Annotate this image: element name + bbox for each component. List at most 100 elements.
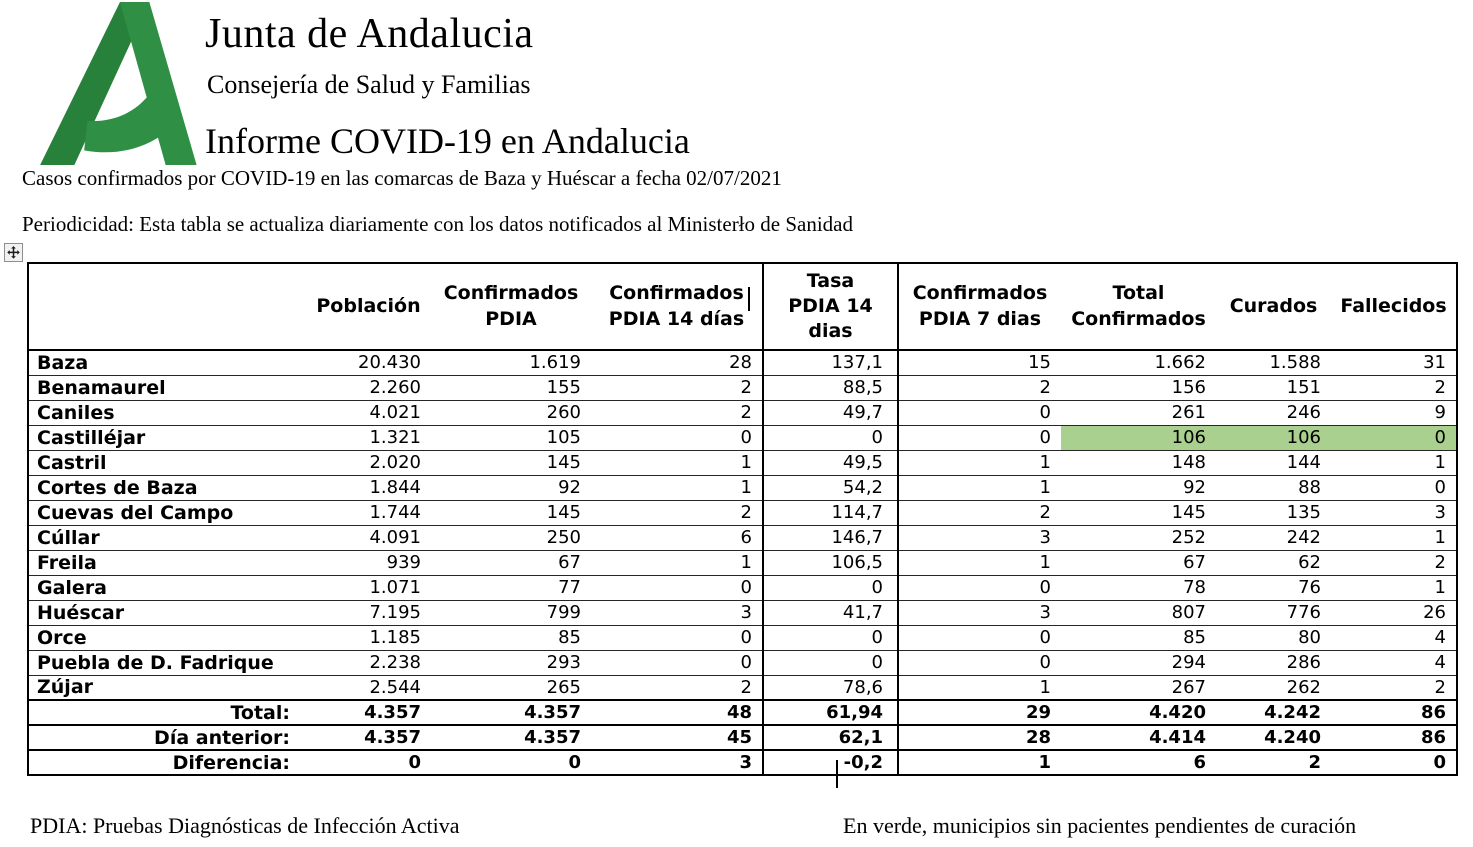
municipality-cell: Puebla de D. Fadrique <box>28 649 306 675</box>
column-header: Confirmados PDIA 7 dias <box>898 263 1061 351</box>
text-cursor <box>748 287 750 311</box>
value-cell: 1.744 <box>306 499 431 525</box>
column-header: Confirmados PDIA 14 días <box>591 263 763 351</box>
municipality-cell: Cuevas del Campo <box>28 499 306 525</box>
value-cell: 4.357 <box>306 724 431 750</box>
value-cell: 92 <box>431 474 591 500</box>
value-cell: 1 <box>1331 574 1457 600</box>
value-cell: -0,2 <box>762 749 899 775</box>
periodicity-note: Periodicidad: Esta tabla se actualiza di… <box>22 212 853 236</box>
value-cell: 92 <box>1061 474 1216 500</box>
logo-a-icon <box>40 2 197 165</box>
value-cell: 261 <box>1061 399 1216 425</box>
value-cell: 293 <box>431 649 591 675</box>
table-row: Cúllar 4.091 250 6 146,7 3 252 242 1 <box>28 524 1457 550</box>
green-footnote: En verde, municipios sin pacientes pendi… <box>843 813 1357 838</box>
table-row: Diferencia: 0 0 3 -0,2 1 6 2 0 <box>28 749 1457 775</box>
municipality-cell: Baza <box>28 349 306 375</box>
value-cell: 144 <box>1216 449 1331 475</box>
value-cell: 31 <box>1331 349 1457 375</box>
value-cell: 145 <box>431 499 591 525</box>
value-cell: 49,7 <box>762 399 899 425</box>
value-cell: 0 <box>762 624 899 650</box>
value-cell: 148 <box>1061 449 1216 475</box>
value-cell: 4.242 <box>1216 699 1331 725</box>
value-cell: 4 <box>1331 649 1457 675</box>
value-cell: 48 <box>591 699 763 725</box>
municipality-cell: Zújar <box>28 674 306 700</box>
value-cell: 1.321 <box>306 424 431 450</box>
table-row: Zújar 2.544 265 2 78,6 1 267 262 2 <box>28 674 1457 700</box>
value-cell: 28 <box>591 349 763 375</box>
table-row: Huéscar 7.195 799 3 41,7 3 807 776 26 <box>28 599 1457 625</box>
value-cell: 2.544 <box>306 674 431 700</box>
column-header: Población <box>306 263 431 351</box>
value-cell: 67 <box>1061 549 1216 575</box>
column-header: Total Confirmados <box>1061 263 1216 351</box>
value-cell: 3 <box>898 524 1061 550</box>
value-cell: 2 <box>1331 674 1457 700</box>
value-cell: 114,7 <box>762 499 899 525</box>
table-row: Orce 1.185 85 0 0 0 85 80 4 <box>28 624 1457 650</box>
value-cell: 88 <box>1216 474 1331 500</box>
value-cell: 0 <box>898 574 1061 600</box>
table-row: Cuevas del Campo 1.744 145 2 114,7 2 145 135 3 <box>28 499 1457 525</box>
municipality-cell: Benamaurel <box>28 374 306 400</box>
value-cell: 2.020 <box>306 449 431 475</box>
value-cell: 2 <box>898 374 1061 400</box>
value-cell: 260 <box>431 399 591 425</box>
value-cell: 1 <box>1331 524 1457 550</box>
value-cell: 106,5 <box>762 549 899 575</box>
value-cell: 67 <box>431 549 591 575</box>
report-title: Informe COVID-19 en Andalucia <box>205 121 690 161</box>
value-cell: 2.260 <box>306 374 431 400</box>
value-cell: 0 <box>591 424 763 450</box>
table-row: Caniles 4.021 260 2 49,7 0 261 246 9 <box>28 399 1457 425</box>
value-cell: 2 <box>898 499 1061 525</box>
value-cell: 4.420 <box>1061 699 1216 725</box>
value-cell: 0 <box>762 574 899 600</box>
value-cell: 1 <box>591 549 763 575</box>
table-row: Puebla de D. Fadrique 2.238 293 0 0 0 294 286 4 <box>28 649 1457 675</box>
table-row: Baza 20.430 1.619 28 137,1 15 1.662 1.588 31 <box>28 349 1457 375</box>
org-title: Junta de Andalucia <box>205 11 534 57</box>
municipality-cell: Freila <box>28 549 306 575</box>
value-cell: 78 <box>1061 574 1216 600</box>
value-cell: 1 <box>591 474 763 500</box>
value-cell: 4.414 <box>1061 724 1216 750</box>
column-header: Fallecidos <box>1331 263 1457 351</box>
municipality-cell: Cortes de Baza <box>28 474 306 500</box>
value-cell: 54,2 <box>762 474 899 500</box>
municipality-cell: Cúllar <box>28 524 306 550</box>
value-cell: 1 <box>898 674 1061 700</box>
value-cell: 1 <box>898 549 1061 575</box>
covid-cases-table: Población Confirmados PDIA Confirmados PDI… <box>27 262 1458 776</box>
value-cell: 2 <box>1331 549 1457 575</box>
value-cell: 265 <box>431 674 591 700</box>
value-cell: 4.357 <box>431 699 591 725</box>
junta-andalucia-logo <box>36 2 204 165</box>
table-header-row: Población Confirmados PDIA Confirmados PDI… <box>28 263 1457 351</box>
value-cell: 2 <box>591 674 763 700</box>
table-row: Freila 939 67 1 106,5 1 67 62 2 <box>28 549 1457 575</box>
value-cell: 78,6 <box>762 674 899 700</box>
highlighted-value-cell: 106 <box>1216 424 1331 450</box>
value-cell: 0 <box>898 399 1061 425</box>
table-move-handle-icon[interactable] <box>4 243 23 262</box>
table-body: Baza 20.430 1.619 28 137,1 15 1.662 1.588 31 Bena… <box>28 349 1457 775</box>
value-cell: 4.357 <box>306 699 431 725</box>
value-cell: 145 <box>1061 499 1216 525</box>
value-cell: 155 <box>431 374 591 400</box>
value-cell: 776 <box>1216 599 1331 625</box>
value-cell: 77 <box>431 574 591 600</box>
value-cell: 2 <box>591 499 763 525</box>
value-cell: 45 <box>591 724 763 750</box>
value-cell: 252 <box>1061 524 1216 550</box>
value-cell: 294 <box>1061 649 1216 675</box>
value-cell: 88,5 <box>762 374 899 400</box>
value-cell: 80 <box>1216 624 1331 650</box>
municipality-cell: Castilléjar <box>28 424 306 450</box>
value-cell: 135 <box>1216 499 1331 525</box>
highlighted-value-cell: 106 <box>1061 424 1216 450</box>
table-row: Benamaurel 2.260 155 2 88,5 2 156 151 2 <box>28 374 1457 400</box>
